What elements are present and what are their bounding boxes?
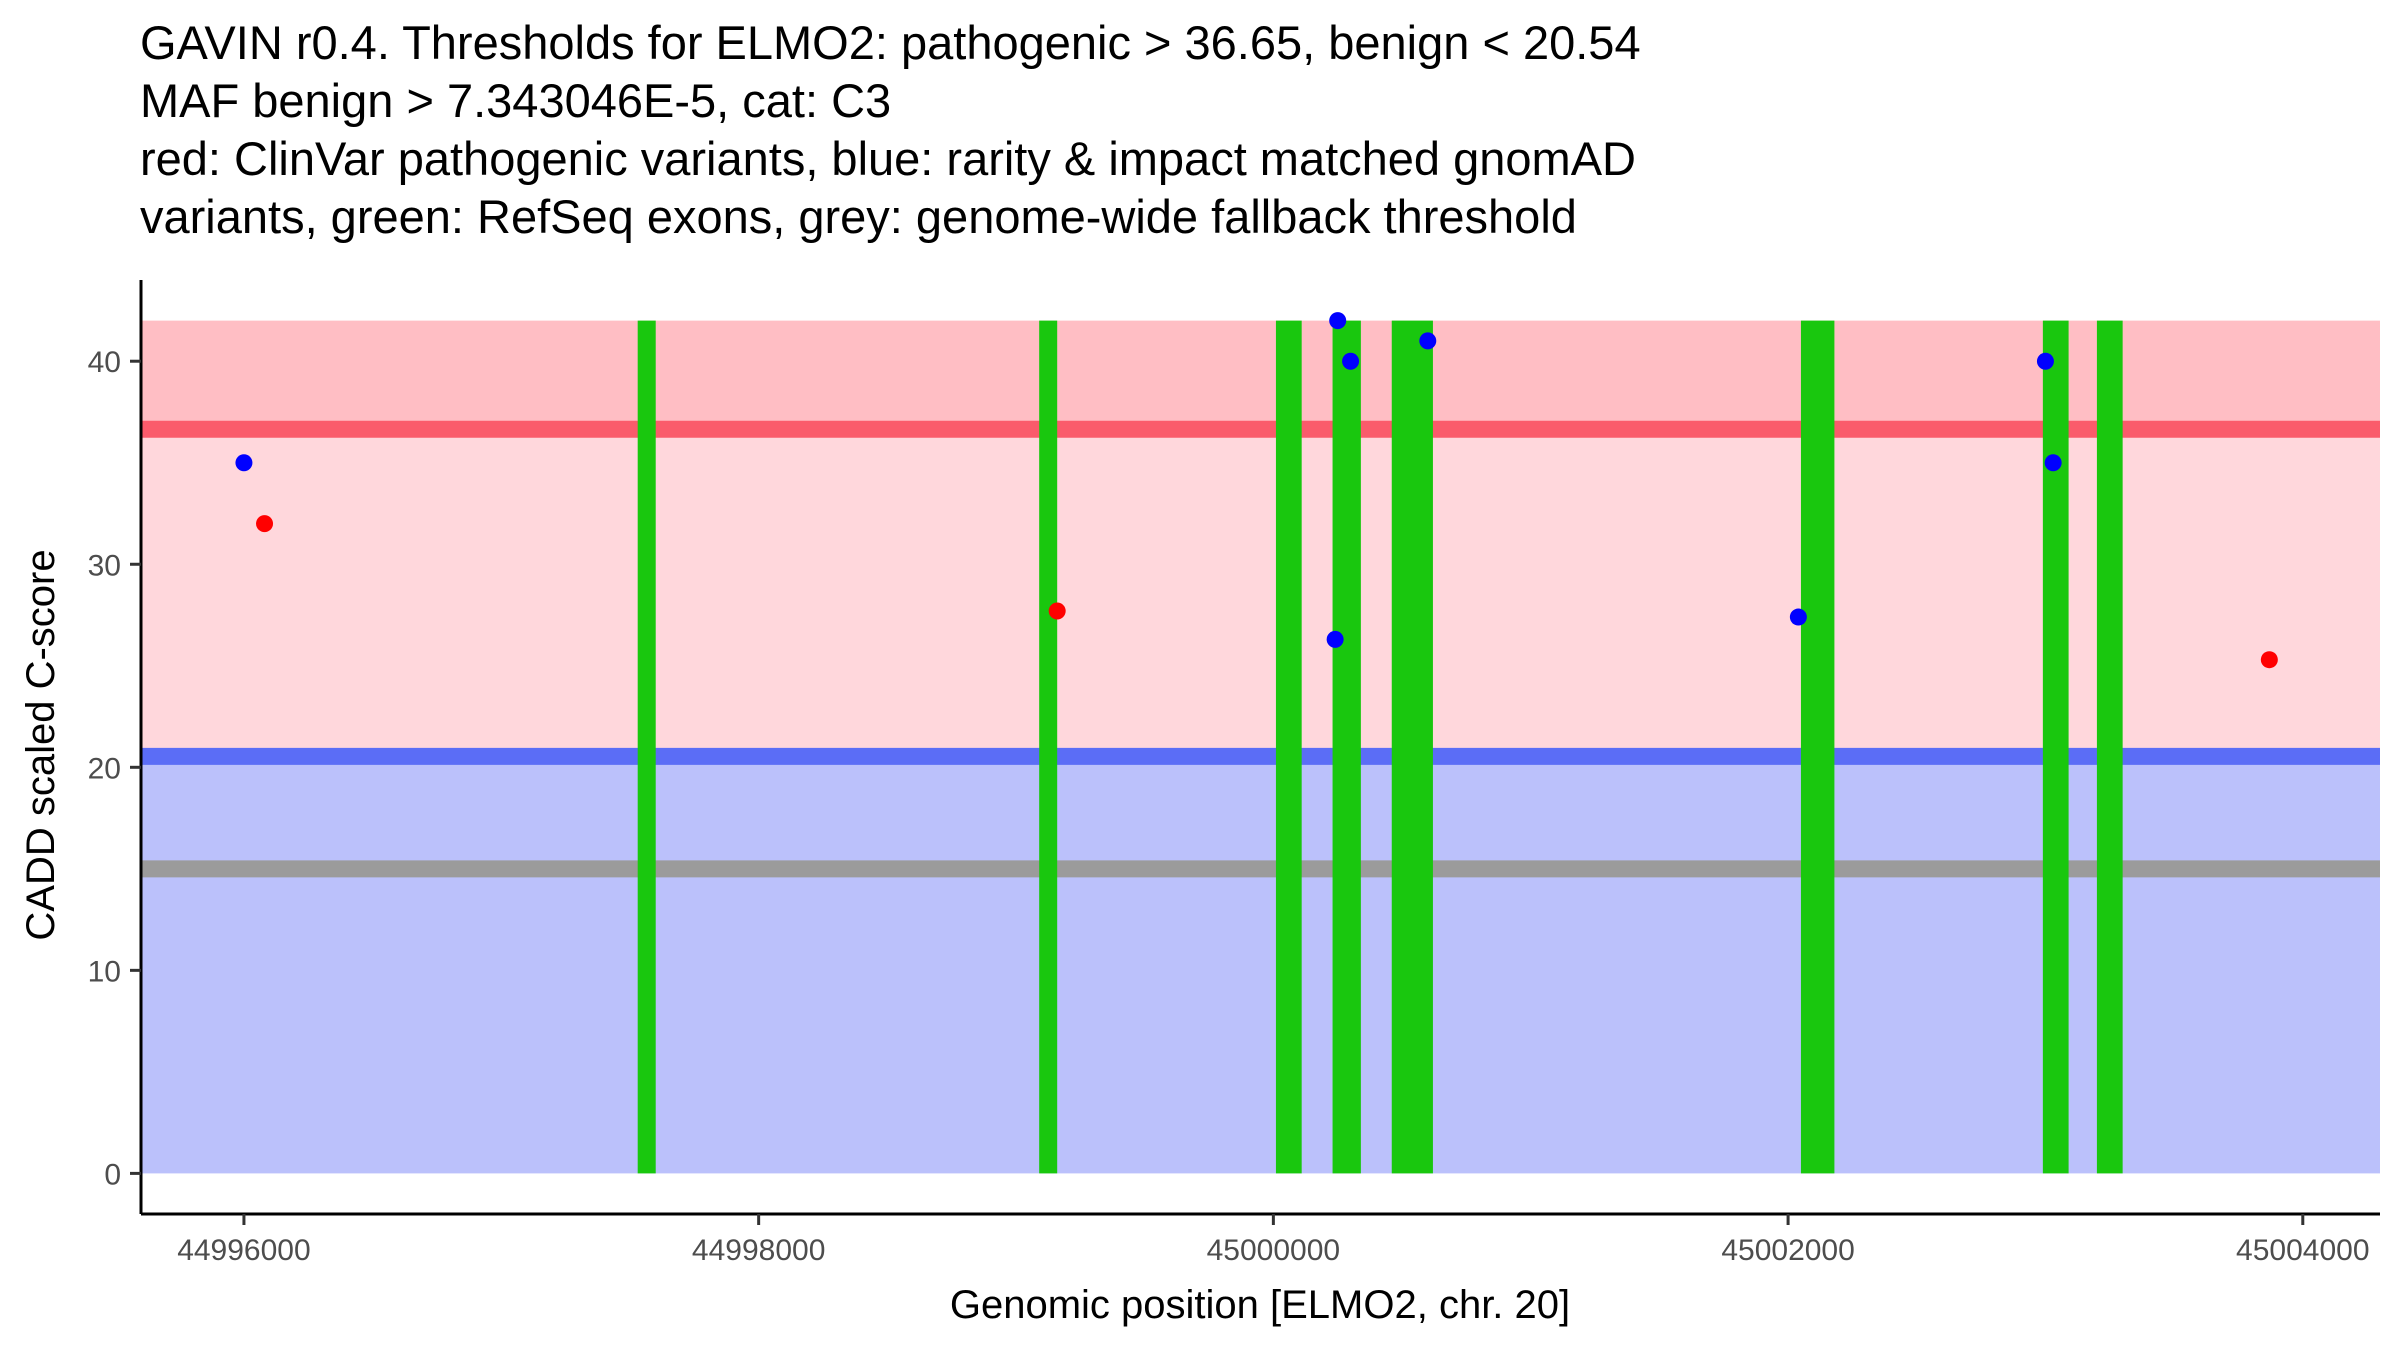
axes [139,280,2380,1216]
exon-bar [2096,320,2123,1174]
gnomad-point [235,454,253,472]
x-tick-label: 44996000 [177,1234,310,1267]
y-tick-label: 10 [88,955,121,988]
exon-bar [2042,320,2069,1174]
x-axis-ticks: 44996000 44998000 45000000 45002000 45004000 [177,1214,2370,1267]
x-tick-label: 45004000 [2236,1234,2369,1267]
clinvar-point [256,515,274,533]
exon-bar [1039,320,1058,1174]
exon-bar [1391,320,1433,1174]
exon-bar [1275,320,1302,1174]
exon-bar [637,320,656,1174]
y-tick-label: 40 [88,346,121,379]
y-tick-label: 30 [88,549,121,582]
gnomad-point [1419,332,1437,350]
variant-points [235,312,2278,669]
pathogenic-zone [141,320,2380,430]
gnomad-point [2036,352,2054,370]
threshold-lines [141,420,2380,878]
chart-title-line-3: red: ClinVar pathogenic variants, blue: … [140,132,1636,185]
x-tick-label: 44998000 [692,1234,825,1267]
clinvar-point [2260,651,2278,669]
gnomad-point [1789,608,1807,626]
chart-title-line-4: variants, green: RefSeq exons, grey: gen… [140,190,1577,243]
x-tick-label: 45002000 [1721,1234,1854,1267]
x-axis-title: Genomic position [ELMO2, chr. 20] [950,1283,1570,1327]
benign-zone [141,756,2380,1174]
gnomad-point [1342,352,1360,370]
exon-bar [1332,320,1361,1174]
intermediate-zone [141,429,2380,757]
y-tick-label: 20 [88,752,121,785]
gnomad-point [2044,454,2062,472]
clinvar-point [1048,602,1066,620]
y-axis-ticks: 0 10 20 30 40 [88,346,141,1191]
y-axis-title: CADD scaled C-score [19,549,63,940]
chart-title-line-2: MAF benign > 7.343046E-5, cat: C3 [140,74,892,127]
gnomad-point [1329,312,1347,330]
exon-bar [1800,320,1835,1174]
x-tick-label: 45000000 [1207,1234,1340,1267]
threshold-zones [141,320,2380,1174]
exon-bars [637,320,2123,1174]
gnomad-point [1326,630,1344,648]
y-tick-label: 0 [104,1158,121,1191]
chart-title-line-1: GAVIN r0.4. Thresholds for ELMO2: pathog… [140,16,1641,69]
chart-title: GAVIN r0.4. Thresholds for ELMO2: pathog… [140,14,2340,246]
